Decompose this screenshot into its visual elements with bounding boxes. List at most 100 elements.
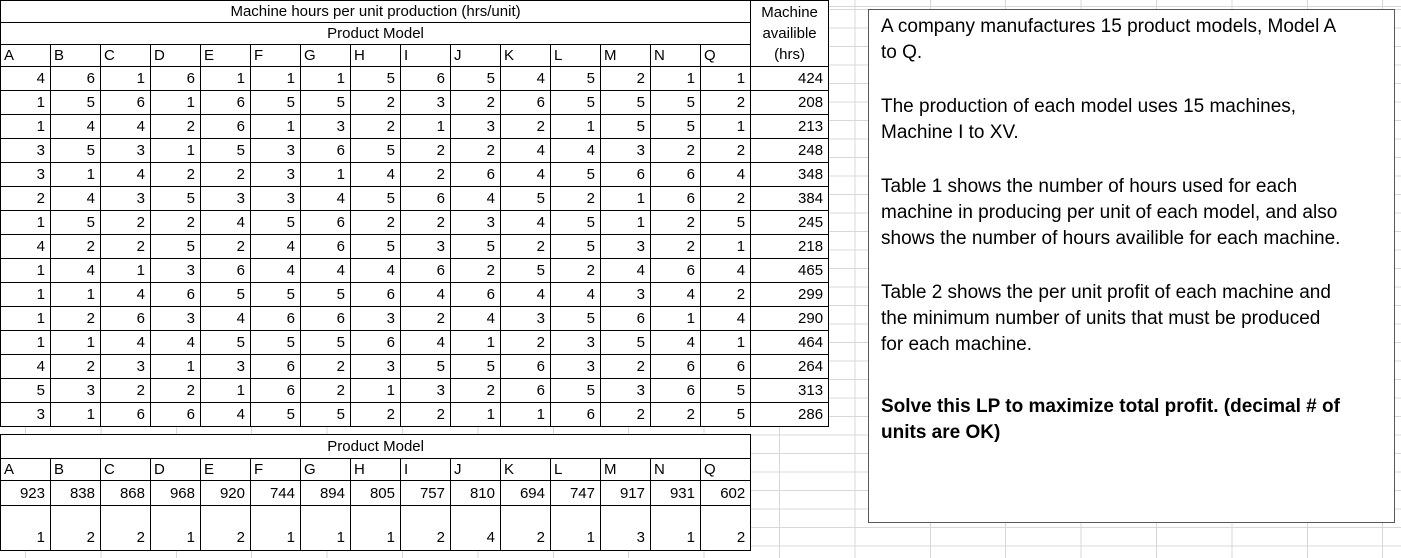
hours-cell[interactable]: 5	[500, 186, 551, 211]
hours-cell[interactable]: 1	[300, 66, 351, 91]
hours-cell[interactable]: 6	[650, 378, 701, 403]
availability-cell[interactable]: 286	[750, 402, 830, 427]
hours-cell[interactable]: 2	[150, 114, 201, 139]
hours-cell[interactable]: 4	[550, 138, 601, 163]
availability-cell[interactable]: 465	[750, 258, 830, 283]
hours-cell[interactable]: 4	[250, 234, 301, 259]
hours-cell[interactable]: 3	[400, 378, 451, 403]
hours-cell[interactable]: 2	[50, 354, 101, 379]
hours-cell[interactable]: 5	[50, 210, 101, 235]
hours-cell[interactable]: 1	[699, 330, 752, 355]
min-units-cell[interactable]: 1	[300, 505, 351, 551]
hours-cell[interactable]: 5	[500, 258, 551, 283]
hours-cell[interactable]: 1	[200, 66, 251, 91]
hours-cell[interactable]: 6	[150, 282, 201, 307]
min-units-cell[interactable]: 2	[100, 505, 151, 551]
hours-cell[interactable]: 3	[0, 162, 51, 187]
hours-cell[interactable]: 5	[150, 186, 201, 211]
hours-cell[interactable]: 6	[450, 162, 501, 187]
column-letter-cell[interactable]: M	[600, 458, 651, 481]
hours-cell[interactable]: 3	[250, 138, 301, 163]
column-letter-cell[interactable]: D	[150, 44, 201, 67]
problem-textbox[interactable]: A company manufactures 15 product models…	[868, 9, 1395, 523]
hours-cell[interactable]: 6	[600, 306, 651, 331]
availability-cell[interactable]: 464	[750, 330, 830, 355]
hours-cell[interactable]: 1	[450, 330, 501, 355]
hours-cell[interactable]: 3	[100, 138, 151, 163]
hours-cell[interactable]: 2	[699, 186, 752, 211]
hours-cell[interactable]: 2	[650, 138, 701, 163]
min-units-cell[interactable]: 1	[150, 505, 201, 551]
profit-cell[interactable]: 805	[350, 480, 401, 506]
column-letter-cell[interactable]: B	[50, 458, 101, 481]
hours-cell[interactable]: 6	[150, 66, 201, 91]
hours-cell[interactable]: 2	[500, 234, 551, 259]
profit-cell[interactable]: 757	[400, 480, 451, 506]
availability-cell[interactable]: 384	[750, 186, 830, 211]
column-letter-cell[interactable]: I	[400, 44, 451, 67]
availability-cell[interactable]: 424	[750, 66, 830, 91]
hours-cell[interactable]: 1	[500, 402, 551, 427]
column-letter-cell[interactable]: I	[400, 458, 451, 481]
hours-cell[interactable]: 4	[50, 114, 101, 139]
profit-cell[interactable]: 810	[450, 480, 501, 506]
hours-cell[interactable]: 2	[300, 354, 351, 379]
hours-cell[interactable]: 2	[100, 234, 151, 259]
hours-cell[interactable]: 6	[100, 90, 151, 115]
hours-cell[interactable]: 2	[50, 306, 101, 331]
hours-cell[interactable]: 3	[550, 354, 601, 379]
column-letter-cell[interactable]: E	[200, 44, 251, 67]
hours-cell[interactable]: 6	[500, 90, 551, 115]
hours-cell[interactable]: 2	[150, 162, 201, 187]
hours-cell[interactable]: 4	[500, 138, 551, 163]
hours-cell[interactable]: 1	[550, 114, 601, 139]
hours-cell[interactable]: 5	[600, 114, 651, 139]
hours-cell[interactable]: 5	[650, 90, 701, 115]
min-units-cell[interactable]: 1	[250, 505, 301, 551]
availability-cell[interactable]: 218	[750, 234, 830, 259]
hours-cell[interactable]: 2	[550, 258, 601, 283]
column-letter-cell[interactable]: H	[350, 458, 401, 481]
profit-cell[interactable]: 747	[550, 480, 601, 506]
hours-cell[interactable]: 5	[250, 330, 301, 355]
hours-cell[interactable]: 1	[50, 330, 101, 355]
hours-cell[interactable]: 6	[500, 378, 551, 403]
min-units-cell[interactable]: 1	[550, 505, 601, 551]
hours-cell[interactable]: 3	[0, 138, 51, 163]
availability-cell[interactable]: 245	[750, 210, 830, 235]
hours-cell[interactable]: 3	[600, 138, 651, 163]
hours-cell[interactable]: 1	[0, 282, 51, 307]
hours-cell[interactable]: 1	[0, 258, 51, 283]
hours-cell[interactable]: 3	[350, 306, 401, 331]
table1-title[interactable]: Machine hours per unit production (hrs/u…	[0, 0, 752, 23]
hours-cell[interactable]: 6	[250, 378, 301, 403]
hours-cell[interactable]: 4	[100, 282, 151, 307]
hours-cell[interactable]: 6	[200, 90, 251, 115]
hours-cell[interactable]: 2	[699, 138, 752, 163]
hours-cell[interactable]: 5	[600, 330, 651, 355]
hours-cell[interactable]: 2	[50, 234, 101, 259]
hours-cell[interactable]: 2	[400, 162, 451, 187]
hours-cell[interactable]: 6	[300, 138, 351, 163]
hours-cell[interactable]: 3	[200, 186, 251, 211]
hours-cell[interactable]: 4	[450, 186, 501, 211]
hours-cell[interactable]: 2	[200, 162, 251, 187]
hours-cell[interactable]: 3	[150, 258, 201, 283]
table1-availability-header[interactable]: Machine availible (hrs)	[750, 0, 830, 67]
hours-cell[interactable]: 4	[650, 330, 701, 355]
availability-cell[interactable]: 264	[750, 354, 830, 379]
availability-cell[interactable]: 313	[750, 378, 830, 403]
hours-cell[interactable]: 1	[0, 306, 51, 331]
hours-cell[interactable]: 1	[600, 210, 651, 235]
hours-cell[interactable]: 3	[350, 354, 401, 379]
table2-product-model-header[interactable]: Product Model	[0, 434, 752, 459]
hours-cell[interactable]: 4	[699, 162, 752, 187]
hours-cell[interactable]: 4	[50, 186, 101, 211]
hours-cell[interactable]: 5	[650, 114, 701, 139]
hours-cell[interactable]: 5	[699, 210, 752, 235]
availability-cell[interactable]: 208	[750, 90, 830, 115]
hours-cell[interactable]: 5	[550, 66, 601, 91]
hours-cell[interactable]: 3	[100, 354, 151, 379]
hours-cell[interactable]: 1	[150, 90, 201, 115]
hours-cell[interactable]: 2	[150, 378, 201, 403]
